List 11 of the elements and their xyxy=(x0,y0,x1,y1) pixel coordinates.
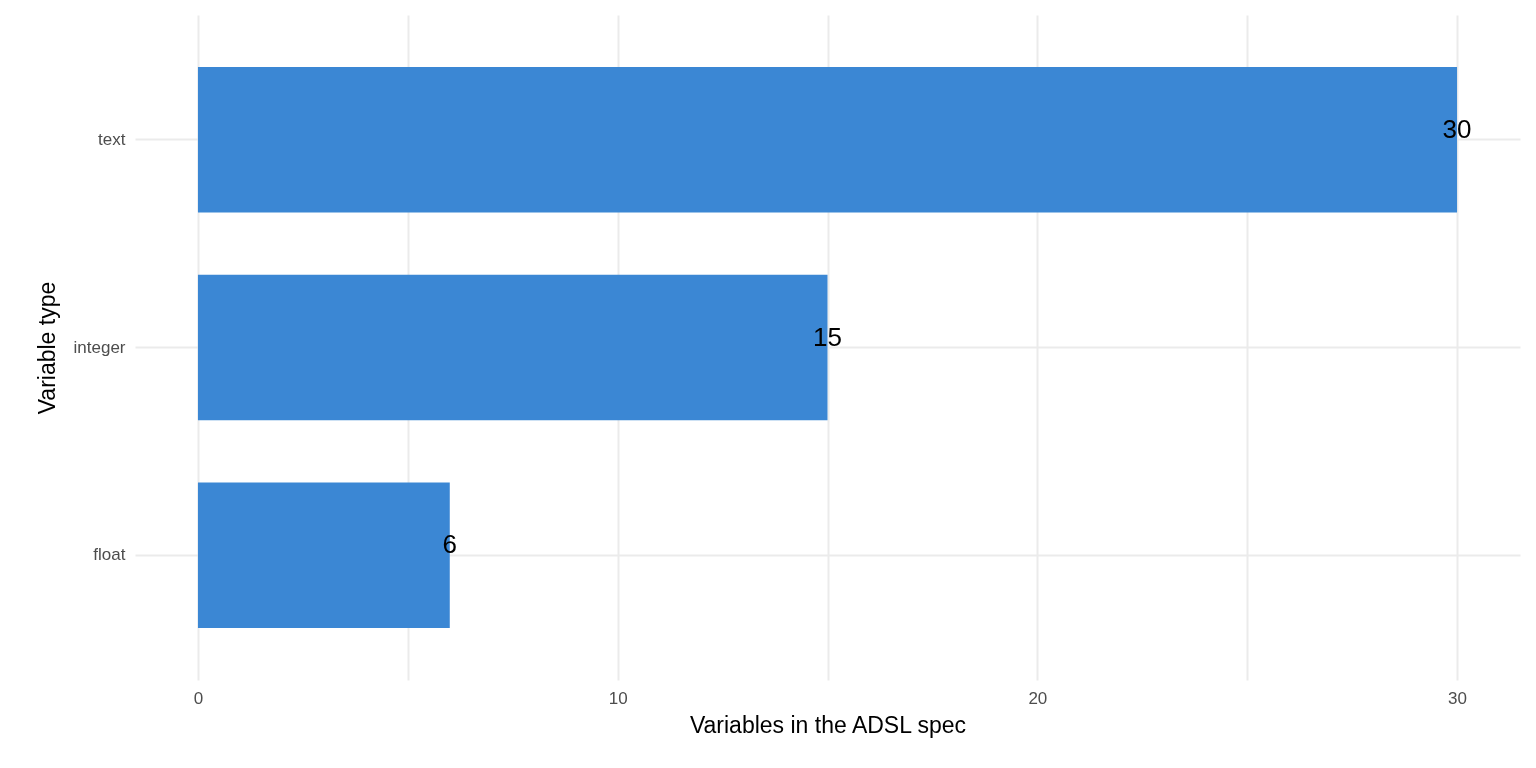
x-tick-label: 10 xyxy=(608,688,628,708)
x-tick-label: 30 xyxy=(1448,688,1468,708)
x-axis-title: Variables in the ADSL spec xyxy=(689,711,967,738)
y-axis-title: Variable type xyxy=(33,281,60,415)
y-tick-label: float xyxy=(93,545,126,565)
y-tick-label: integer xyxy=(73,337,126,357)
data-label: 6 xyxy=(442,529,458,560)
x-tick-label: 20 xyxy=(1028,688,1048,708)
x-tick-label: 0 xyxy=(193,688,204,708)
y-tick-label: text xyxy=(98,129,126,149)
data-label: 30 xyxy=(1442,113,1472,144)
